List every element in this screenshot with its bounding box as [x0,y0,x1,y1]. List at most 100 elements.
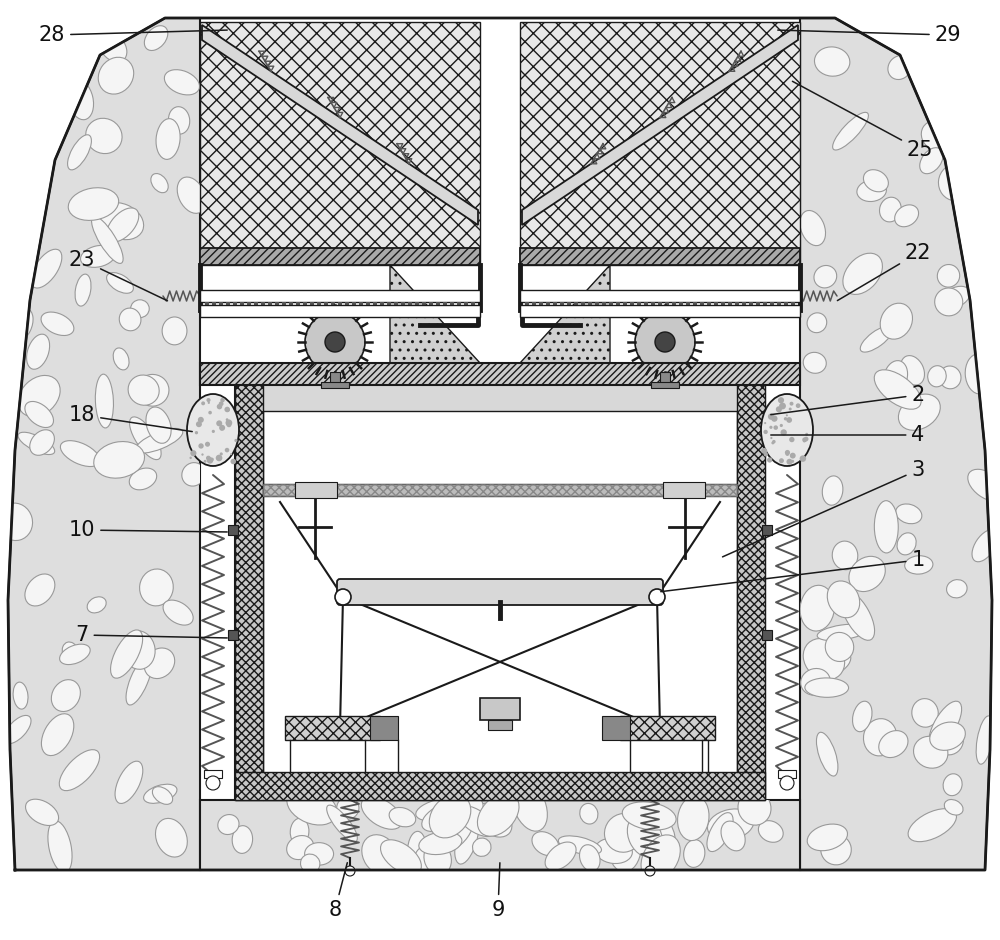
Bar [525,302,529,308]
Ellipse shape [62,642,78,661]
Circle shape [190,450,196,456]
Circle shape [780,424,783,427]
Ellipse shape [937,264,960,287]
Ellipse shape [884,361,908,393]
Circle shape [771,442,774,445]
Ellipse shape [937,78,961,103]
Ellipse shape [177,177,206,213]
Circle shape [791,460,794,462]
Polygon shape [520,265,610,363]
Ellipse shape [27,334,50,369]
Circle shape [219,425,225,431]
Bar [295,482,337,498]
Ellipse shape [119,308,141,331]
Ellipse shape [939,366,961,389]
Circle shape [649,589,665,605]
Ellipse shape [424,842,451,875]
Circle shape [803,440,806,443]
Ellipse shape [928,366,946,387]
Ellipse shape [31,249,62,288]
Ellipse shape [287,788,337,825]
Ellipse shape [86,118,122,153]
Ellipse shape [930,722,965,750]
Circle shape [789,437,795,442]
Ellipse shape [938,164,973,201]
Ellipse shape [168,106,190,134]
Ellipse shape [144,784,177,804]
Bar [553,302,557,308]
Text: 9: 9 [491,863,505,920]
Bar [254,302,258,308]
Circle shape [773,425,778,430]
Ellipse shape [113,348,129,370]
Bar [679,302,683,308]
Ellipse shape [59,750,100,791]
Bar [728,302,732,308]
Ellipse shape [849,556,885,591]
Text: 18: 18 [69,405,192,431]
Circle shape [785,450,790,455]
Ellipse shape [387,848,406,870]
Bar [205,302,209,308]
Ellipse shape [6,307,33,343]
Bar [366,302,370,308]
Circle shape [784,417,787,420]
Ellipse shape [131,300,149,318]
Bar [567,302,571,308]
Circle shape [804,437,808,441]
Ellipse shape [898,394,940,431]
Ellipse shape [163,600,193,625]
Ellipse shape [888,55,911,80]
Ellipse shape [107,273,133,293]
Ellipse shape [914,736,948,768]
Circle shape [764,422,766,424]
Ellipse shape [800,586,835,631]
Ellipse shape [29,57,69,93]
Circle shape [230,459,236,464]
Bar [235,772,765,800]
Circle shape [227,422,231,427]
Ellipse shape [156,118,180,160]
Ellipse shape [422,802,464,832]
Ellipse shape [122,631,155,669]
Bar [401,302,405,308]
Bar [721,302,725,308]
Bar [200,363,800,385]
Ellipse shape [144,648,175,679]
Ellipse shape [18,432,55,455]
Ellipse shape [475,803,512,838]
Ellipse shape [218,815,239,835]
Ellipse shape [107,208,139,242]
Circle shape [779,458,784,463]
Ellipse shape [456,806,496,837]
Bar [296,302,300,308]
Ellipse shape [814,47,850,76]
Ellipse shape [761,394,813,466]
Ellipse shape [4,102,36,138]
Text: 10: 10 [69,520,227,540]
Circle shape [786,459,792,464]
Ellipse shape [126,656,152,705]
Ellipse shape [558,836,601,854]
Ellipse shape [51,680,80,712]
Ellipse shape [824,591,860,613]
Circle shape [785,452,789,456]
Bar [637,302,641,308]
Ellipse shape [580,845,600,871]
Circle shape [770,437,772,439]
Bar [200,290,480,302]
Bar [700,302,704,308]
Circle shape [645,866,655,876]
Ellipse shape [455,814,479,864]
Circle shape [778,398,784,403]
Circle shape [227,422,231,428]
Bar [609,302,613,308]
Circle shape [210,458,214,462]
Ellipse shape [874,369,921,409]
Ellipse shape [817,624,867,641]
Ellipse shape [941,287,970,308]
Ellipse shape [232,825,253,854]
Bar [602,302,606,308]
Ellipse shape [604,813,643,853]
Bar [520,290,800,302]
